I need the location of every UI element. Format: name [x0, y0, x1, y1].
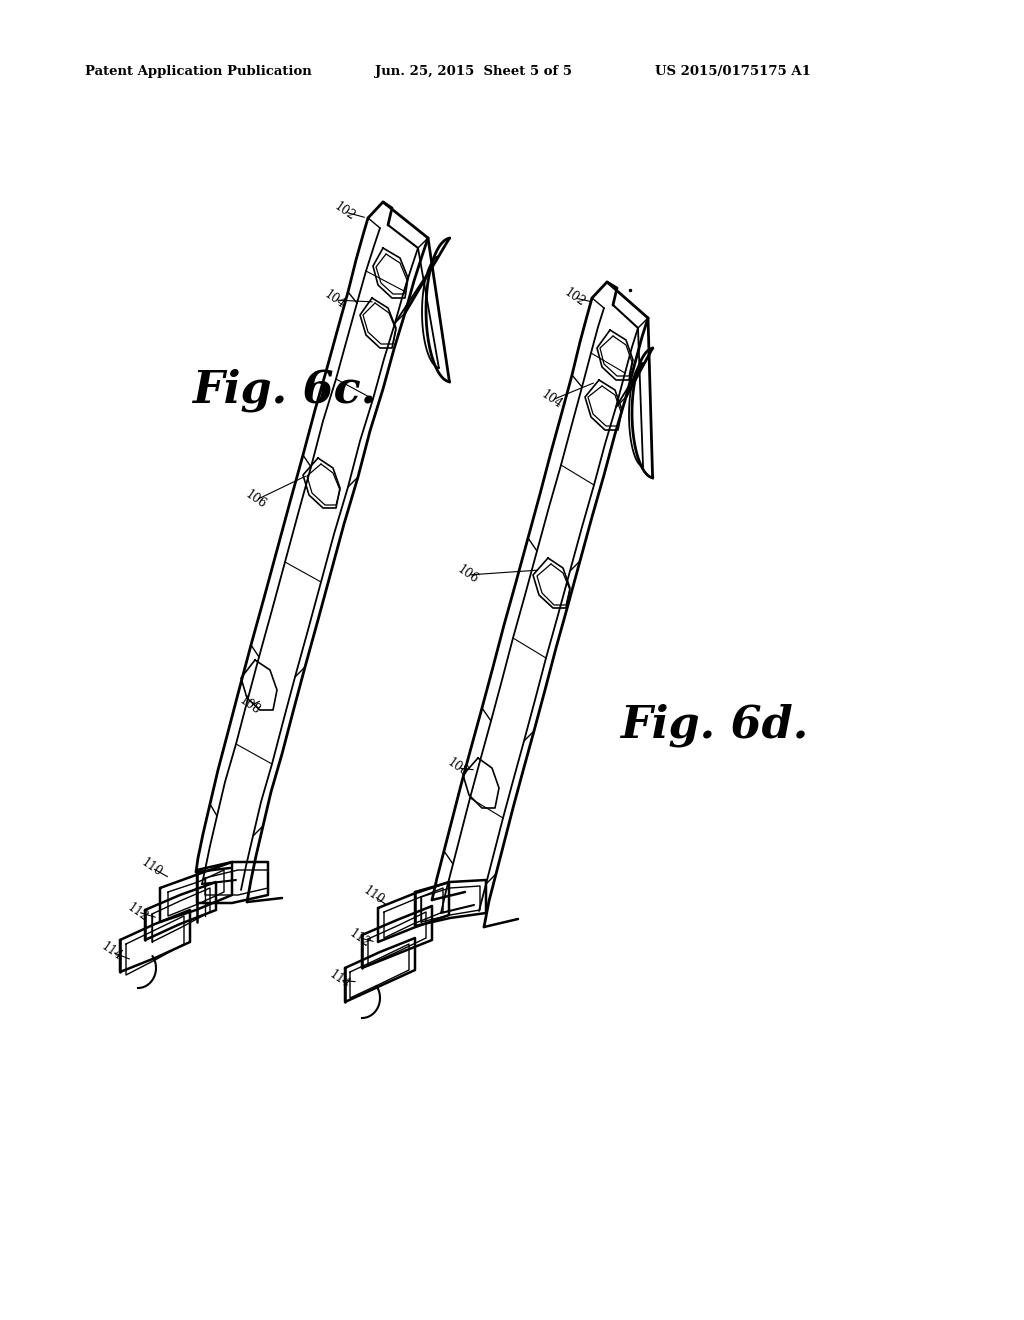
- Text: Patent Application Publication: Patent Application Publication: [85, 66, 311, 78]
- Text: Jun. 25, 2015  Sheet 5 of 5: Jun. 25, 2015 Sheet 5 of 5: [375, 66, 572, 78]
- Text: 106: 106: [243, 488, 269, 512]
- Text: US 2015/0175175 A1: US 2015/0175175 A1: [655, 66, 811, 78]
- Text: 104: 104: [323, 288, 348, 312]
- Text: 104: 104: [539, 388, 565, 412]
- Text: 110: 110: [361, 884, 387, 908]
- Text: 114: 114: [99, 940, 125, 964]
- Text: 108: 108: [238, 694, 263, 718]
- Text: Fig. 6c.: Fig. 6c.: [193, 368, 376, 412]
- Text: 102: 102: [562, 286, 588, 310]
- Text: 106: 106: [455, 564, 481, 587]
- Text: 112: 112: [347, 927, 373, 949]
- Text: 108: 108: [445, 756, 471, 780]
- Text: 114: 114: [327, 969, 353, 991]
- Text: 110: 110: [139, 857, 165, 879]
- Text: 112: 112: [125, 900, 151, 924]
- Text: 102: 102: [332, 201, 357, 223]
- Text: Fig. 6d.: Fig. 6d.: [620, 704, 808, 747]
